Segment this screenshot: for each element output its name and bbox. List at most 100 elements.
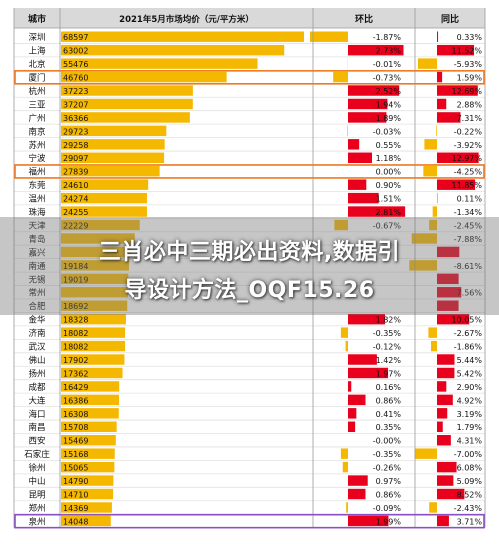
yoy-value-label: 2.90%	[457, 383, 483, 392]
price-value-label: 17902	[63, 356, 88, 365]
yoy-value-label: 6.08%	[457, 464, 483, 473]
yoy-value-label: 4.31%	[457, 437, 483, 446]
yoy-value-label: 3.19%	[457, 410, 483, 419]
price-value-label: 24255	[63, 208, 88, 217]
mom-value-label: 1.18%	[376, 154, 402, 163]
price-value-label: 46760	[63, 74, 88, 83]
price-value-label: 15708	[63, 423, 88, 432]
mom-value-label: 0.16%	[376, 383, 402, 392]
mom-value-label: 0.41%	[376, 410, 402, 419]
watermark-title-line2: 导设计方法_OQF15.26	[0, 272, 499, 304]
mom-bar	[347, 126, 348, 136]
city-label: 厦门	[28, 73, 45, 84]
mom-value-label: 0.86%	[376, 490, 402, 499]
mom-value-label: -0.26%	[373, 464, 402, 473]
mom-bar	[348, 193, 379, 203]
yoy-value-label: 8.52%	[457, 490, 483, 499]
mom-value-label: 1.94%	[376, 100, 402, 109]
city-label: 南京	[28, 126, 45, 137]
price-value-label: 29097	[63, 154, 88, 163]
city-label: 郑州	[28, 503, 45, 514]
mom-bar	[348, 153, 372, 163]
price-value-label: 55476	[63, 60, 88, 69]
yoy-value-label: 1.59%	[457, 74, 483, 83]
mom-value-label: 1.99%	[376, 517, 402, 526]
yoy-value-label: -4.25%	[454, 168, 483, 177]
mom-bar	[341, 448, 348, 458]
city-label: 泉州	[28, 516, 45, 527]
mom-bar	[348, 489, 365, 499]
mom-value-label: 2.81%	[376, 208, 402, 217]
price-value-label: 17362	[63, 369, 88, 378]
yoy-value-label: 11.52%	[451, 47, 482, 56]
yoy-value-label: 3.71%	[457, 517, 483, 526]
mom-bar	[341, 327, 348, 337]
mom-bar	[348, 395, 365, 405]
yoy-value-label: 11.85%	[451, 181, 482, 190]
mom-bar	[348, 408, 356, 418]
mom-bar	[348, 139, 359, 149]
city-label: 徐州	[28, 463, 45, 474]
yoy-value-label: 4.92%	[457, 396, 483, 405]
yoy-value-label: 2.88%	[457, 100, 483, 109]
price-value-label: 63002	[63, 47, 88, 56]
price-bar	[61, 58, 258, 68]
yoy-bar	[437, 354, 454, 364]
mom-value-label: -0.35%	[373, 450, 402, 459]
yoy-bar	[437, 462, 457, 472]
mom-bar	[346, 341, 348, 351]
price-value-label: 68597	[63, 33, 88, 42]
yoy-value-label: -2.67%	[454, 329, 483, 338]
mom-value-label: 0.97%	[376, 477, 402, 486]
price-bar	[61, 32, 304, 42]
mom-bar	[333, 72, 348, 82]
yoy-value-label: 12.97%	[451, 154, 482, 163]
mom-bar	[348, 354, 377, 364]
price-value-label: 15168	[63, 450, 88, 459]
mom-bar	[343, 462, 348, 472]
yoy-bar	[437, 516, 449, 526]
yoy-value-label: -0.22%	[454, 127, 483, 136]
city-label: 温州	[28, 194, 45, 205]
column-header: 同比	[441, 13, 459, 25]
mom-bar	[348, 475, 368, 485]
city-label: 福州	[28, 167, 45, 178]
mom-value-label: -0.35%	[373, 329, 402, 338]
mom-value-label: -0.12%	[373, 343, 402, 352]
yoy-value-label: -5.93%	[454, 60, 483, 69]
price-value-label: 18328	[63, 316, 88, 325]
city-label: 苏州	[28, 140, 45, 151]
city-label: 成都	[28, 382, 46, 393]
yoy-value-label: 1.79%	[457, 423, 483, 432]
mom-value-label: 1.82%	[376, 316, 402, 325]
yoy-value-label: -3.92%	[454, 141, 483, 150]
yoy-bar	[437, 408, 447, 418]
city-label: 宁波	[28, 153, 46, 164]
yoy-value-label: -1.34%	[454, 208, 483, 217]
yoy-value-label: 7.31%	[457, 114, 483, 123]
price-value-label: 29258	[63, 141, 88, 150]
yoy-value-label: 0.11%	[457, 195, 483, 204]
price-value-label: 18082	[63, 329, 88, 338]
mom-value-label: 0.90%	[376, 181, 402, 190]
yoy-value-label: 0.33%	[457, 33, 483, 42]
mom-value-label: -1.87%	[373, 33, 402, 42]
yoy-bar	[437, 395, 453, 405]
price-value-label: 29723	[63, 127, 88, 136]
city-label: 扬州	[28, 368, 45, 379]
mom-bar	[310, 32, 348, 42]
yoy-bar	[418, 58, 437, 68]
price-value-label: 15065	[63, 464, 88, 473]
price-value-label: 18082	[63, 343, 88, 352]
price-value-label: 16308	[63, 410, 88, 419]
mom-value-label: -0.00%	[373, 437, 402, 446]
city-label: 西安	[28, 436, 45, 447]
yoy-bar	[423, 166, 437, 176]
price-value-label: 15469	[63, 437, 88, 446]
mom-value-label: 1.51%	[376, 195, 402, 204]
city-label: 大连	[28, 395, 46, 406]
mom-value-label: 0.35%	[376, 423, 402, 432]
city-label: 南昌	[28, 422, 45, 433]
mom-value-label: 0.86%	[376, 396, 402, 405]
yoy-bar	[437, 435, 451, 445]
